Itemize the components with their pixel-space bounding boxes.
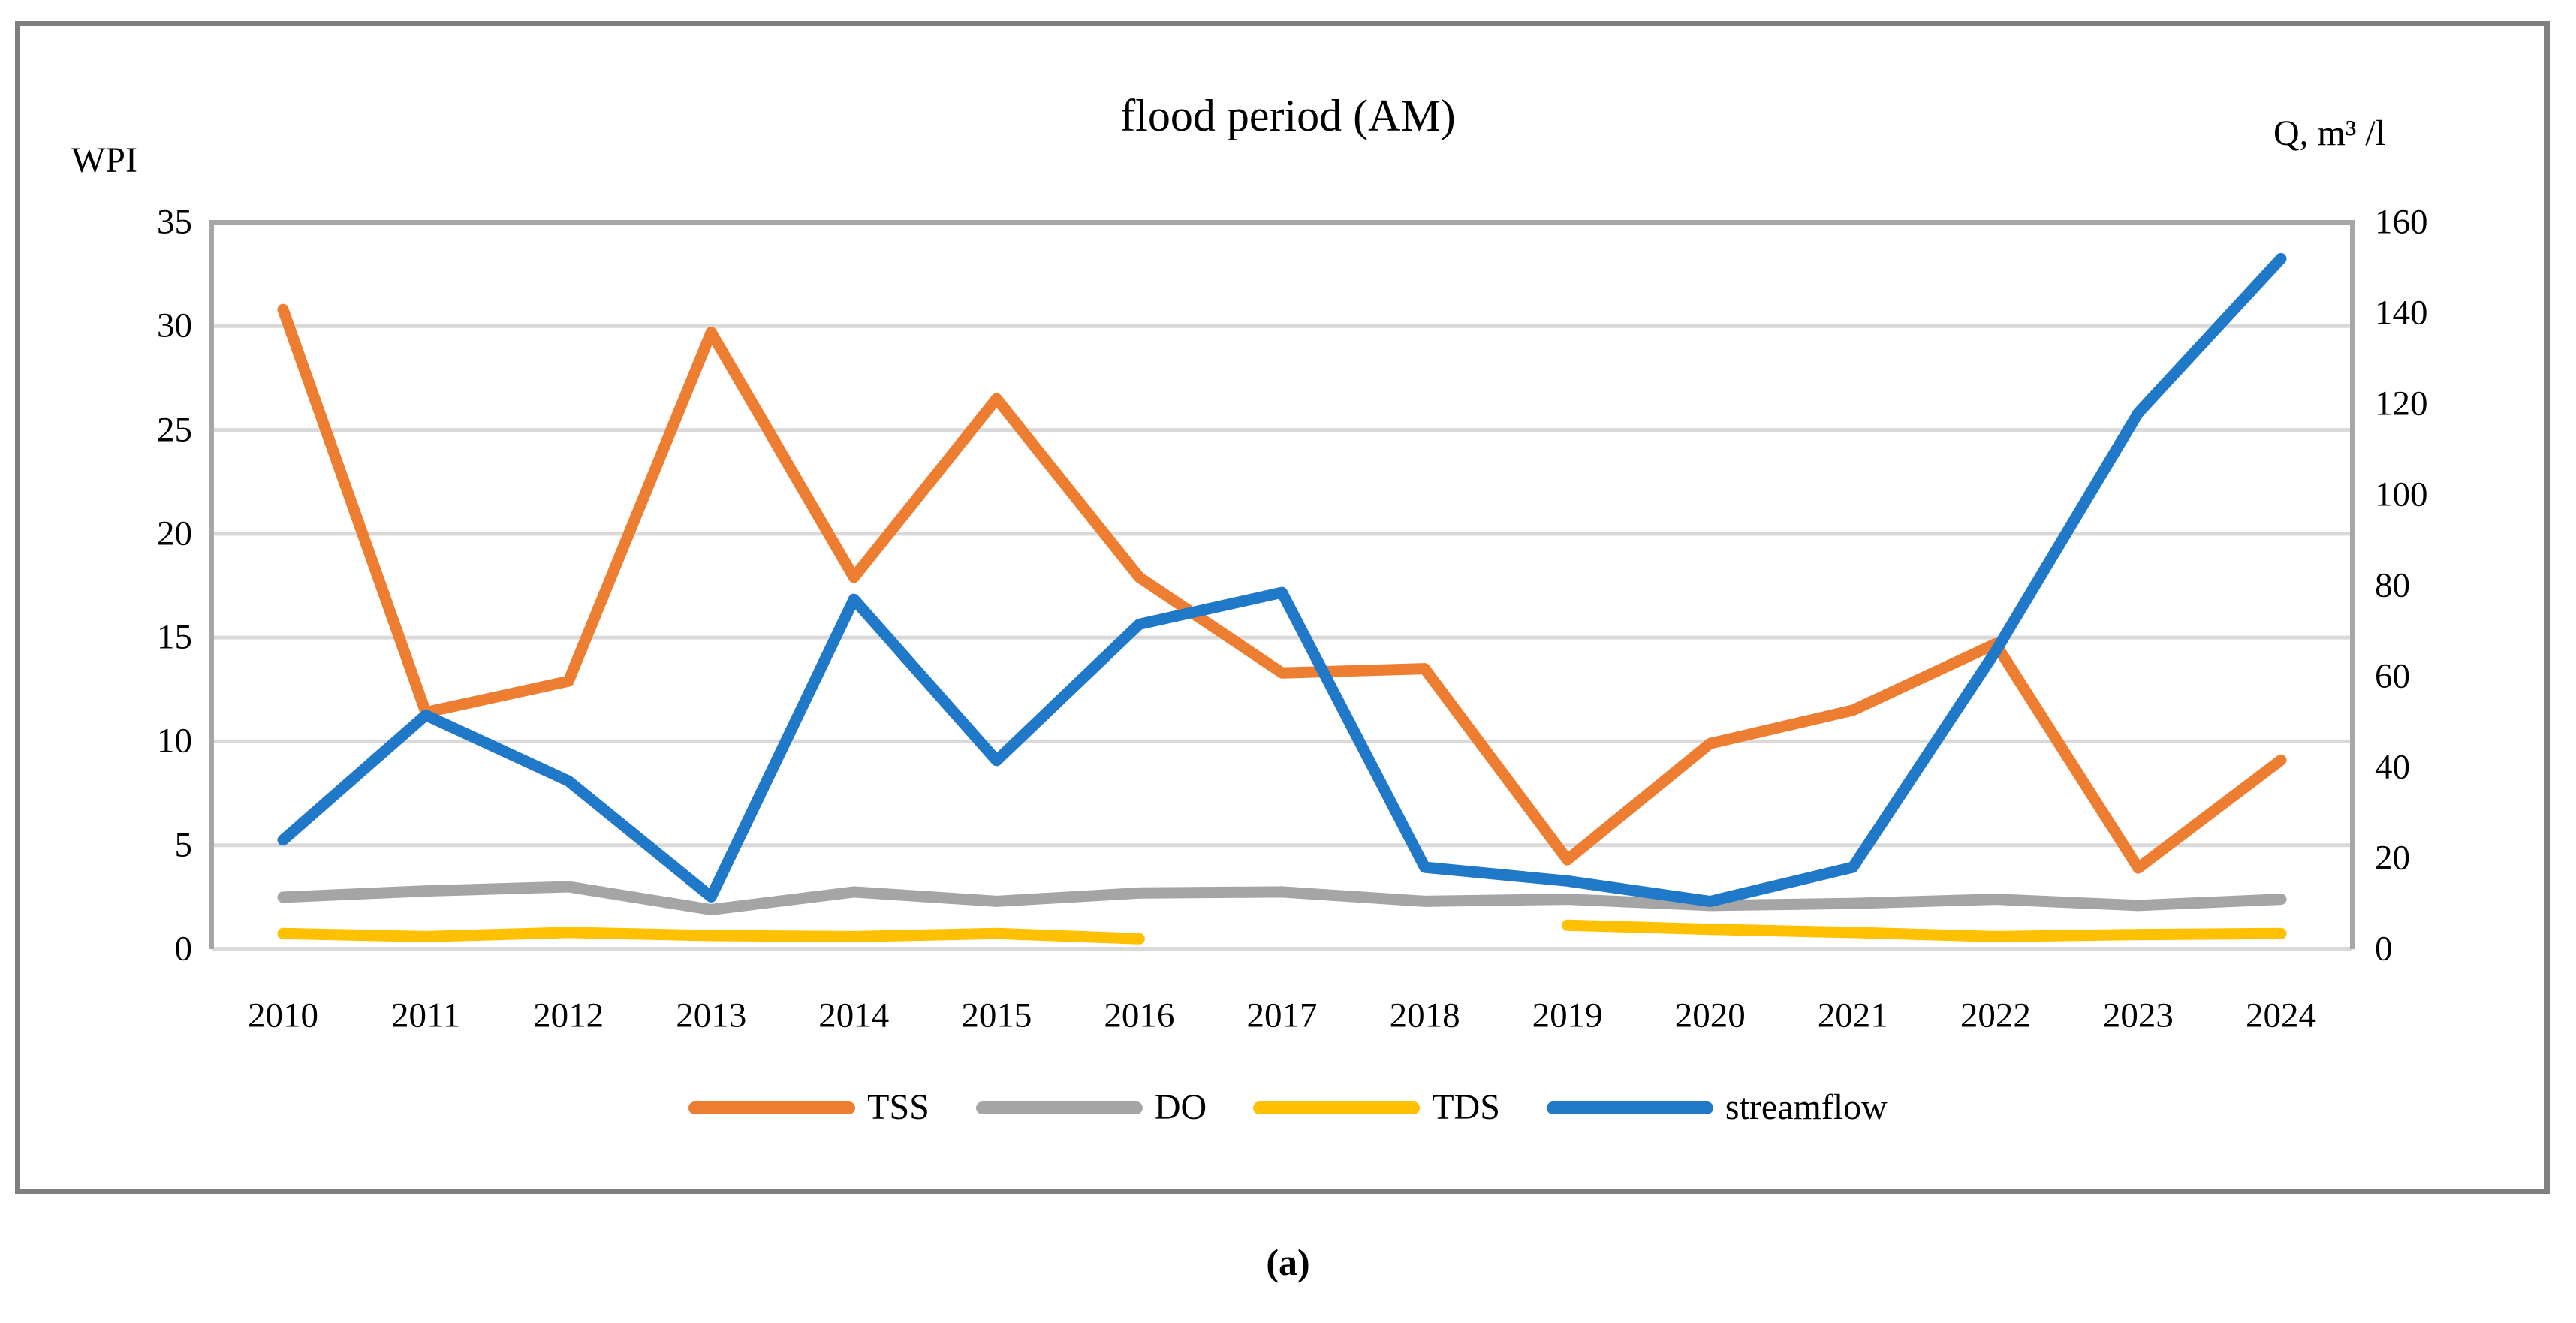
legend-item-DO: DO bbox=[975, 1087, 1207, 1128]
x-tick-label: 2015 bbox=[961, 996, 1032, 1035]
legend-label: streamflow bbox=[1725, 1087, 1888, 1127]
x-tick-label: 2024 bbox=[2245, 996, 2316, 1035]
x-tick-label: 2020 bbox=[1674, 996, 1746, 1035]
right-tick-label: 0 bbox=[2375, 929, 2393, 969]
left-tick-label: 0 bbox=[174, 929, 193, 969]
plot-border bbox=[209, 220, 2355, 949]
x-tick-label: 2018 bbox=[1389, 996, 1460, 1035]
series-line-TDS bbox=[1562, 919, 2287, 942]
legend-swatch-DO bbox=[975, 1101, 1143, 1114]
legend-label: TSS bbox=[867, 1087, 929, 1127]
x-tick-label: 2021 bbox=[1817, 996, 1888, 1035]
left-tick-label: 10 bbox=[157, 721, 192, 761]
x-tick-label: 2014 bbox=[818, 996, 890, 1035]
figure-caption: (a) bbox=[1266, 1241, 1310, 1283]
x-tick-label: 2011 bbox=[390, 996, 461, 1035]
x-tick-label: 2019 bbox=[1532, 996, 1603, 1035]
left-tick-label: 20 bbox=[157, 514, 192, 553]
right-tick-label: 160 bbox=[2375, 202, 2428, 242]
legend-label: DO bbox=[1154, 1087, 1207, 1127]
right-tick-label: 60 bbox=[2375, 656, 2410, 696]
left-tick-label: 15 bbox=[157, 617, 192, 657]
legend-swatch-streamflow bbox=[1546, 1101, 1713, 1114]
x-tick-label: 2017 bbox=[1246, 996, 1318, 1035]
legend-label: TDS bbox=[1432, 1087, 1500, 1127]
figure-frame bbox=[15, 21, 2550, 1194]
series-line-DO bbox=[277, 881, 2287, 915]
series-line-streamflow bbox=[277, 252, 2287, 907]
series-line-TDS bbox=[277, 927, 1145, 945]
x-tick-label: 2022 bbox=[1960, 996, 2031, 1035]
legend-swatch-TDS bbox=[1253, 1101, 1421, 1114]
legend-item-streamflow: streamflow bbox=[1546, 1087, 1888, 1128]
right-tick-label: 40 bbox=[2375, 747, 2410, 787]
right-tick-label: 140 bbox=[2375, 293, 2428, 333]
legend-item-TDS: TDS bbox=[1253, 1087, 1500, 1128]
left-tick-label: 35 bbox=[157, 202, 192, 242]
x-tick-label: 2012 bbox=[533, 996, 604, 1035]
left-tick-label: 30 bbox=[157, 306, 192, 345]
legend-swatch-TSS bbox=[688, 1101, 856, 1114]
right-tick-label: 20 bbox=[2375, 838, 2410, 878]
legend-item-TSS: TSS bbox=[688, 1087, 929, 1128]
series-line-TSS bbox=[277, 303, 2287, 874]
right-tick-label: 100 bbox=[2375, 475, 2428, 514]
x-tick-label: 2016 bbox=[1104, 996, 1175, 1035]
chart-title: flood period (AM) bbox=[1120, 91, 1456, 140]
x-tick-label: 2010 bbox=[248, 996, 319, 1035]
x-tick-label: 2013 bbox=[676, 996, 747, 1035]
legend: TSS DO TDS streamflow bbox=[0, 1087, 2576, 1128]
x-tick-label: 2023 bbox=[2102, 996, 2174, 1035]
right-tick-label: 80 bbox=[2375, 565, 2410, 605]
right-tick-label: 120 bbox=[2375, 384, 2428, 423]
left-tick-label: 5 bbox=[174, 825, 193, 865]
left-tick-label: 25 bbox=[157, 410, 192, 450]
right-axis-label: Q, m³ /l bbox=[2273, 113, 2386, 153]
left-axis-label: WPI bbox=[71, 140, 137, 180]
